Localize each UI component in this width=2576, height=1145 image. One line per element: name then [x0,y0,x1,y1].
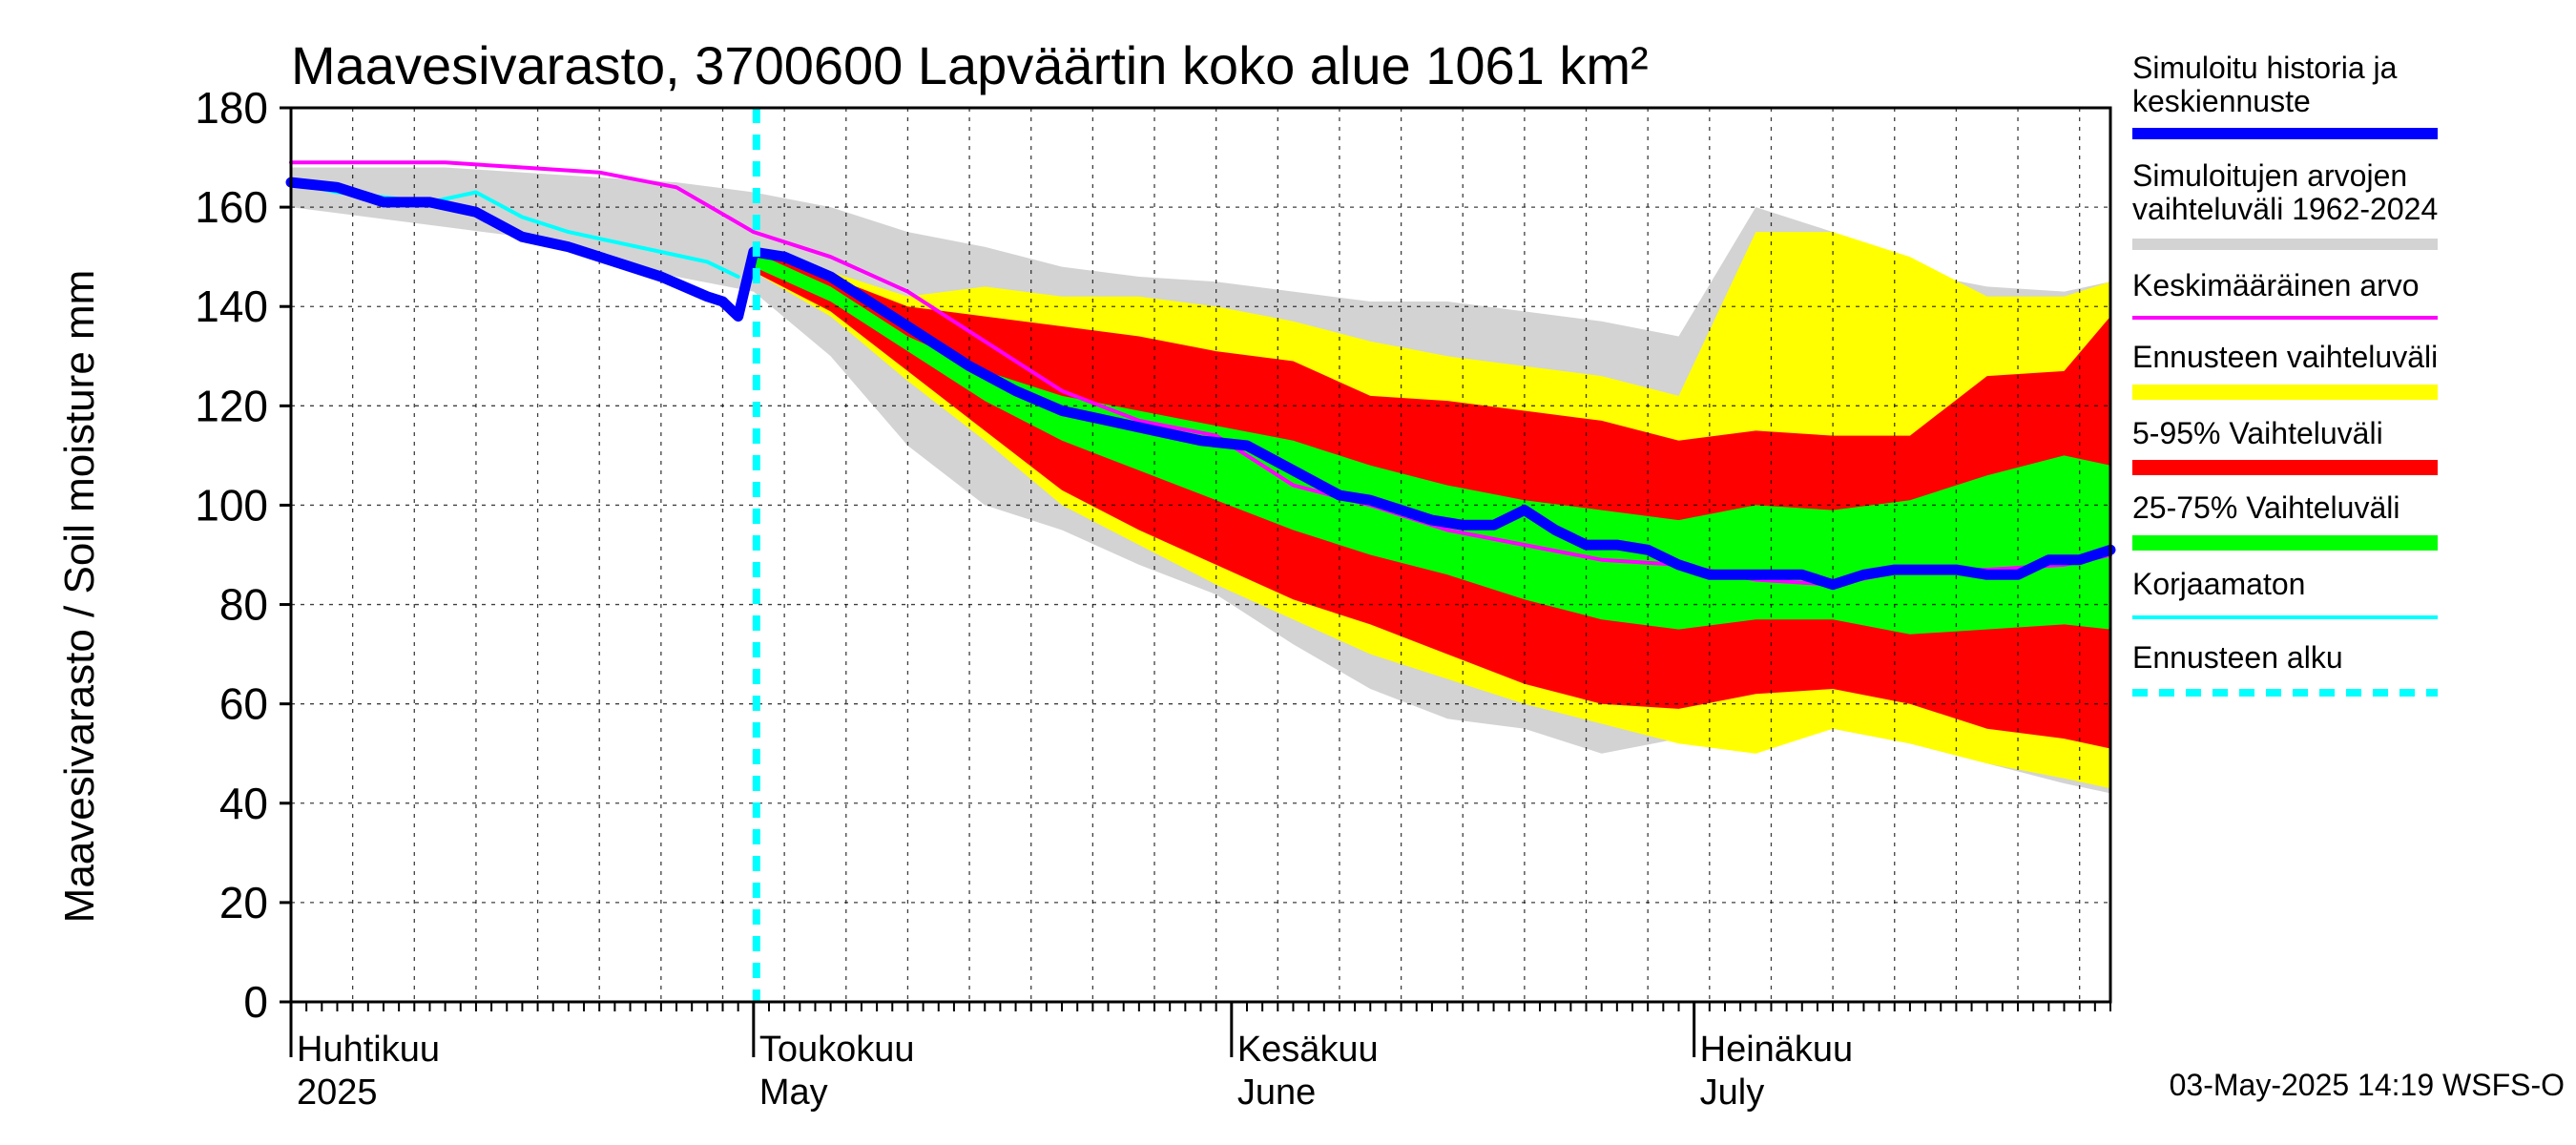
legend-label: keskiennuste [2132,84,2311,118]
legend-label: Korjaamaton [2132,567,2305,601]
legend-label: 5-95% Vaihteluväli [2132,416,2383,450]
month-label-en: 2025 [297,1072,378,1113]
legend-label: 25-75% Vaihteluväli [2132,490,2399,525]
y-tick-label: 80 [219,580,268,630]
month-label-en: May [759,1072,828,1113]
month-label-fi: Toukokuu [759,1030,915,1070]
y-tick-label: 160 [195,182,268,232]
month-label-en: June [1237,1072,1316,1113]
y-tick-label: 20 [219,878,268,927]
legend-label: Ennusteen alku [2132,640,2343,675]
y-tick-label: 0 [243,977,268,1027]
legend-label: Simuloitu historia ja [2132,51,2398,85]
month-label-fi: Huhtikuu [297,1030,440,1070]
chart-title: Maavesivarasto, 3700600 Lapväärtin koko … [291,35,1649,95]
month-label-fi: Heinäkuu [1700,1030,1854,1070]
legend-label: Ennusteen vaihteluväli [2132,340,2438,374]
timestamp: 03-May-2025 14:19 WSFS-O [2170,1068,2565,1102]
month-label-fi: Kesäkuu [1237,1030,1379,1070]
y-axis-label: Maavesivarasto / Soil moisture mm [56,270,103,924]
legend-label: Simuloitujen arvojen [2132,158,2407,193]
legend-label: Keskimääräinen arvo [2132,268,2420,302]
history-median-line [285,177,2116,591]
y-tick-label: 40 [219,779,268,828]
y-tick-label: 180 [195,83,268,133]
y-tick-label: 120 [195,381,268,430]
legend-label: vaihteluväli 1962-2024 [2132,192,2438,226]
y-tick-label: 60 [219,679,268,729]
month-label-en: July [1700,1072,1765,1113]
y-tick-label: 140 [195,281,268,331]
y-tick-label: 100 [195,480,268,530]
